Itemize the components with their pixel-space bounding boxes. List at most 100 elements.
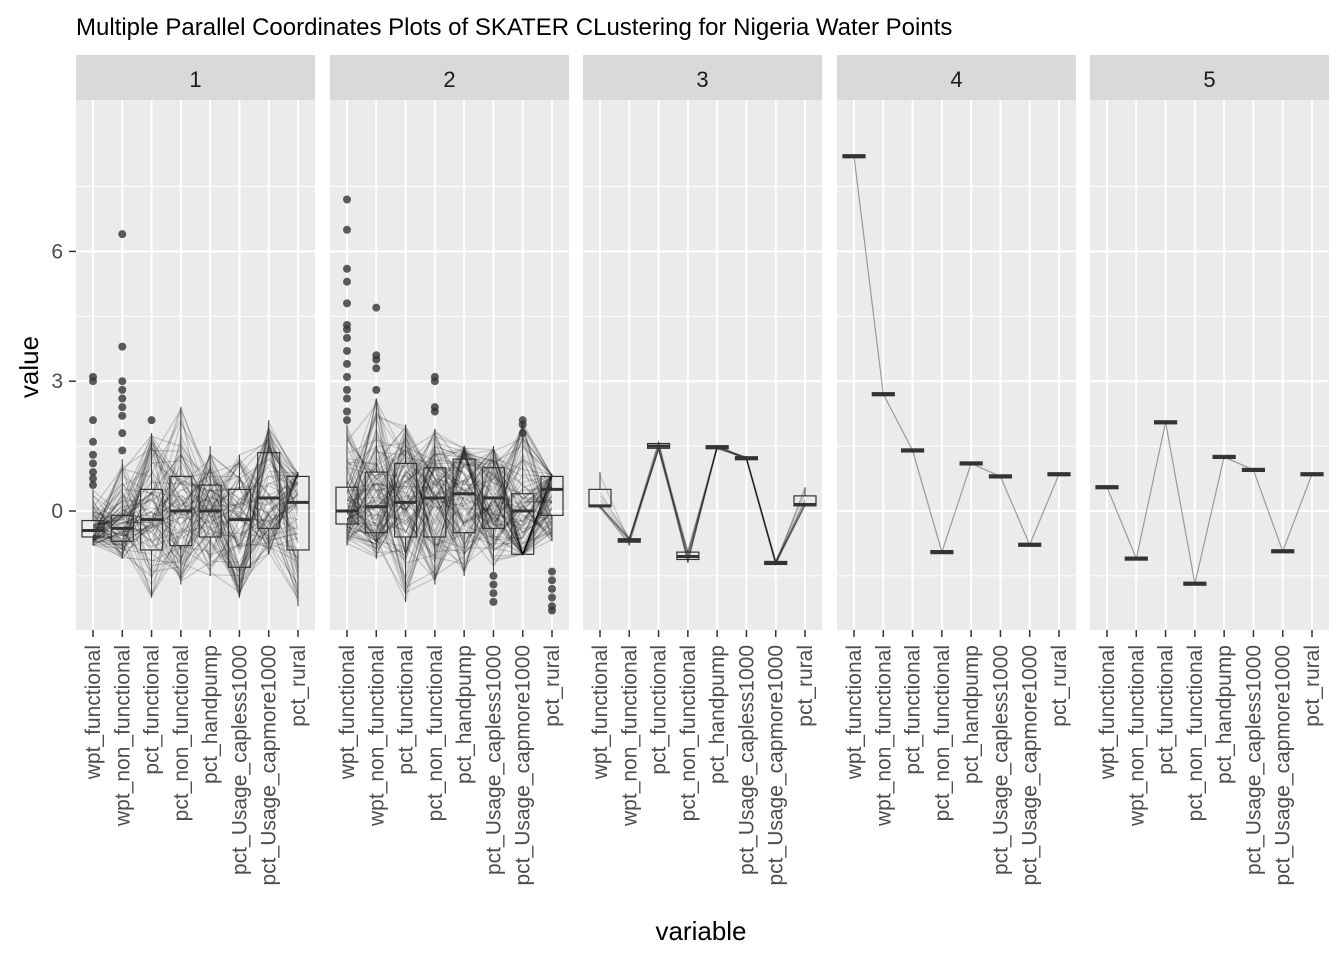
facet-panel-4: 4 wpt_functional wpt_non_functional pct_fun…	[837, 55, 1076, 886]
parallel-line	[346, 446, 553, 560]
outlier-point	[548, 576, 556, 585]
boxplot-pct_rural	[1047, 472, 1071, 477]
facet-strip	[330, 55, 569, 100]
parallel-line	[346, 461, 553, 546]
parallel-line	[92, 482, 299, 573]
parallel-line	[92, 438, 299, 560]
parallel-line	[346, 449, 553, 558]
parallel-line	[92, 465, 299, 544]
x-tick-label: wpt_non_functional	[1125, 645, 1148, 827]
parallel-line	[346, 461, 553, 556]
boxplot-pct_Usage_capmore1000	[257, 420, 281, 555]
x-axis-ticks: wpt_functional wpt_non_functional pct_func…	[82, 630, 310, 886]
outlier-point	[489, 580, 498, 589]
boxplot-wpt_functional	[588, 472, 612, 509]
boxplot-pct_Usage_capmore1000	[1271, 549, 1295, 554]
y-tick-label: 6	[51, 240, 63, 263]
boxplot-pct_rural	[793, 487, 817, 507]
x-tick-label: pct_functional	[1155, 645, 1178, 775]
parallel-line	[346, 449, 553, 542]
parallel-line	[92, 452, 299, 559]
boxplot-pct_handpump	[452, 446, 476, 576]
parallel-line	[92, 481, 299, 590]
parallel-line	[92, 442, 299, 598]
boxplot-wpt_functional	[335, 195, 359, 546]
parallel-line	[346, 453, 553, 588]
parallel-line	[346, 479, 553, 537]
boxplot-pct_non_functional	[169, 407, 193, 585]
parallel-line	[346, 451, 553, 544]
y-axis: 0 3 6	[51, 240, 76, 523]
box	[393, 462, 418, 538]
parallel-line	[92, 457, 299, 578]
parallel-line	[346, 456, 553, 580]
parallel-line	[92, 434, 299, 536]
parallel-line	[346, 478, 553, 540]
parallel-line	[92, 461, 299, 583]
parallel-line	[92, 473, 299, 595]
parallel-line	[92, 440, 299, 577]
parallel-line	[346, 437, 553, 564]
boxplot-pct_handpump	[1212, 454, 1236, 460]
parallel-lines	[1106, 422, 1313, 584]
parallel-line	[92, 435, 299, 556]
outlier-point	[118, 342, 127, 351]
outlier-point	[489, 589, 498, 598]
parallel-line	[599, 446, 806, 566]
facet-panel-2: 2 wpt_functional wpt_non_functional pct_fun…	[330, 55, 569, 886]
outlier-point	[118, 394, 127, 403]
outlier-point	[430, 403, 439, 412]
parallel-line	[92, 447, 299, 560]
parallel-line	[92, 441, 299, 579]
chart-title: Multiple Parallel Coordinates Plots of S…	[76, 14, 952, 41]
boxplot-wpt_non_functional	[1124, 556, 1148, 561]
outlier-point	[518, 429, 527, 438]
boxplot-pct_non_functional	[423, 372, 447, 585]
parallel-line	[92, 480, 299, 594]
parallel-line	[92, 482, 299, 580]
boxplot-wpt_non_functional	[364, 303, 388, 559]
parallel-line	[1106, 422, 1313, 584]
outlier-point	[518, 416, 527, 425]
x-tick-label: wpt_functional	[336, 645, 359, 780]
facet-panel-1: 1 wpt_functional wpt_non_functional pct_fun…	[76, 55, 315, 886]
parallel-line	[346, 428, 553, 528]
parallel-line	[346, 454, 553, 545]
parallel-line	[346, 429, 553, 556]
parallel-line	[346, 440, 553, 550]
outlier-point	[89, 450, 97, 459]
x-tick-label: pct_Usage_capmore1000	[1019, 645, 1042, 886]
outlier-point	[118, 385, 127, 394]
parallel-line	[346, 445, 553, 563]
outlier-point	[89, 468, 97, 477]
x-tick-label: pct_non_functional	[170, 645, 193, 821]
parallel-line	[92, 473, 299, 596]
boxplot-wpt_non_functional	[110, 230, 134, 559]
boxplot-pct_Usage_capmore1000	[1018, 542, 1042, 547]
parallel-line	[92, 512, 299, 593]
x-tick-label: pct_Usage_capless1000	[735, 645, 758, 875]
parallel-line	[92, 454, 299, 562]
parallel-line	[346, 448, 553, 556]
parallel-line	[92, 463, 299, 580]
outlier-point	[89, 481, 97, 490]
parallel-line	[346, 454, 553, 582]
outlier-point	[548, 593, 556, 602]
parallel-line	[346, 462, 553, 593]
parallel-line	[346, 443, 553, 556]
parallel-line	[346, 434, 553, 550]
outlier-point	[343, 394, 351, 403]
parallel-line	[346, 451, 553, 550]
outlier-point	[343, 299, 351, 308]
outlier-point	[118, 446, 127, 455]
parallel-line	[599, 446, 806, 564]
boxplot-pct_Usage_capless1000	[1241, 467, 1266, 473]
outlier-point	[343, 385, 351, 394]
parallel-line	[346, 458, 553, 557]
parallel-line	[92, 441, 299, 598]
parallel-line	[92, 434, 299, 543]
outlier-point	[118, 377, 127, 386]
parallel-line	[346, 429, 553, 556]
parallel-line	[346, 447, 553, 529]
parallel-line	[346, 444, 553, 571]
